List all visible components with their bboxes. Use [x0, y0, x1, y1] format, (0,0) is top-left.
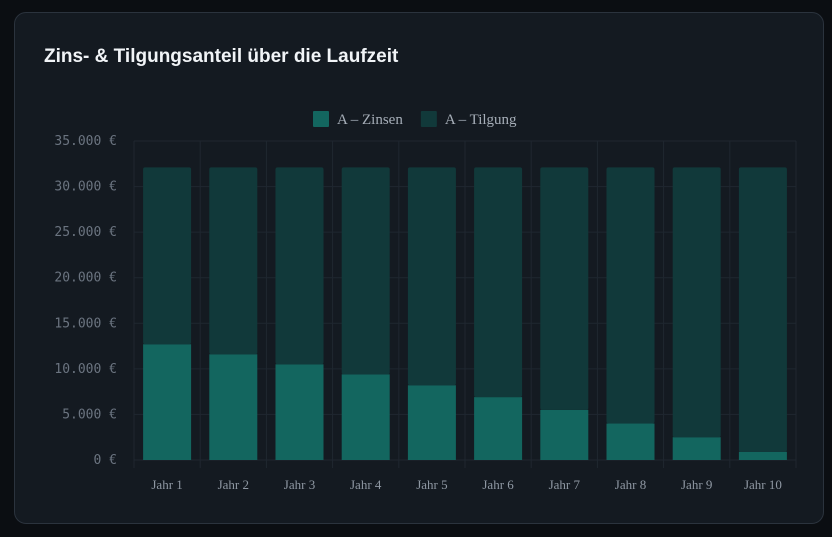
x-tick-label: Jahr 10: [744, 477, 782, 492]
x-tick-label: Jahr 3: [284, 477, 315, 492]
bar-zinsen-4[interactable]: [341, 374, 390, 460]
y-tick-label: 25.000 €: [54, 225, 117, 240]
bar-zinsen-10[interactable]: [738, 451, 787, 460]
x-tick-label: Jahr 5: [416, 477, 447, 492]
bar-zinsen-2[interactable]: [209, 354, 258, 460]
x-tick-label: Jahr 9: [681, 477, 712, 492]
bar-tilgung-10[interactable]: [738, 167, 787, 452]
y-tick-label: 35.000 €: [54, 134, 117, 149]
y-tick-label: 10.000 €: [54, 362, 117, 377]
y-tick-label: 20.000 €: [54, 271, 117, 286]
y-tick-label: 30.000 €: [54, 180, 117, 195]
bar-zinsen-5[interactable]: [407, 385, 456, 460]
legend-swatch[interactable]: [313, 111, 329, 127]
bar-tilgung-4[interactable]: [341, 167, 390, 375]
x-tick-label: Jahr 2: [218, 477, 249, 492]
bar-tilgung-6[interactable]: [474, 167, 523, 398]
chart-title: Zins- & Tilgungsanteil über die Laufzeit: [44, 46, 399, 67]
y-tick-label: 0 €: [94, 453, 117, 468]
bar-zinsen-6[interactable]: [474, 397, 523, 460]
x-tick-label: Jahr 8: [615, 477, 646, 492]
x-tick-label: Jahr 6: [482, 477, 514, 492]
x-tick-label: Jahr 4: [350, 477, 382, 492]
bar-tilgung-1[interactable]: [143, 167, 192, 345]
bar-tilgung-7[interactable]: [540, 167, 589, 410]
bar-tilgung-2[interactable]: [209, 167, 258, 355]
bar-zinsen-1[interactable]: [143, 344, 192, 460]
x-tick-label: Jahr 1: [151, 477, 182, 492]
bar-zinsen-8[interactable]: [606, 423, 655, 460]
legend-swatch[interactable]: [420, 111, 437, 127]
y-tick-label: 5.000 €: [62, 407, 117, 422]
bar-tilgung-8[interactable]: [606, 167, 655, 424]
bar-tilgung-9[interactable]: [672, 167, 721, 438]
legend-label[interactable]: A – Tilgung: [445, 112, 517, 128]
x-tick-label: Jahr 7: [549, 477, 581, 492]
bar-zinsen-3[interactable]: [275, 364, 324, 460]
y-tick-label: 15.000 €: [54, 316, 117, 331]
bar-tilgung-3[interactable]: [275, 167, 324, 365]
bar-zinsen-9[interactable]: [672, 437, 721, 460]
legend-label[interactable]: A – Zinsen: [337, 112, 403, 128]
bar-tilgung-5[interactable]: [407, 167, 456, 386]
bar-zinsen-7[interactable]: [540, 409, 589, 460]
